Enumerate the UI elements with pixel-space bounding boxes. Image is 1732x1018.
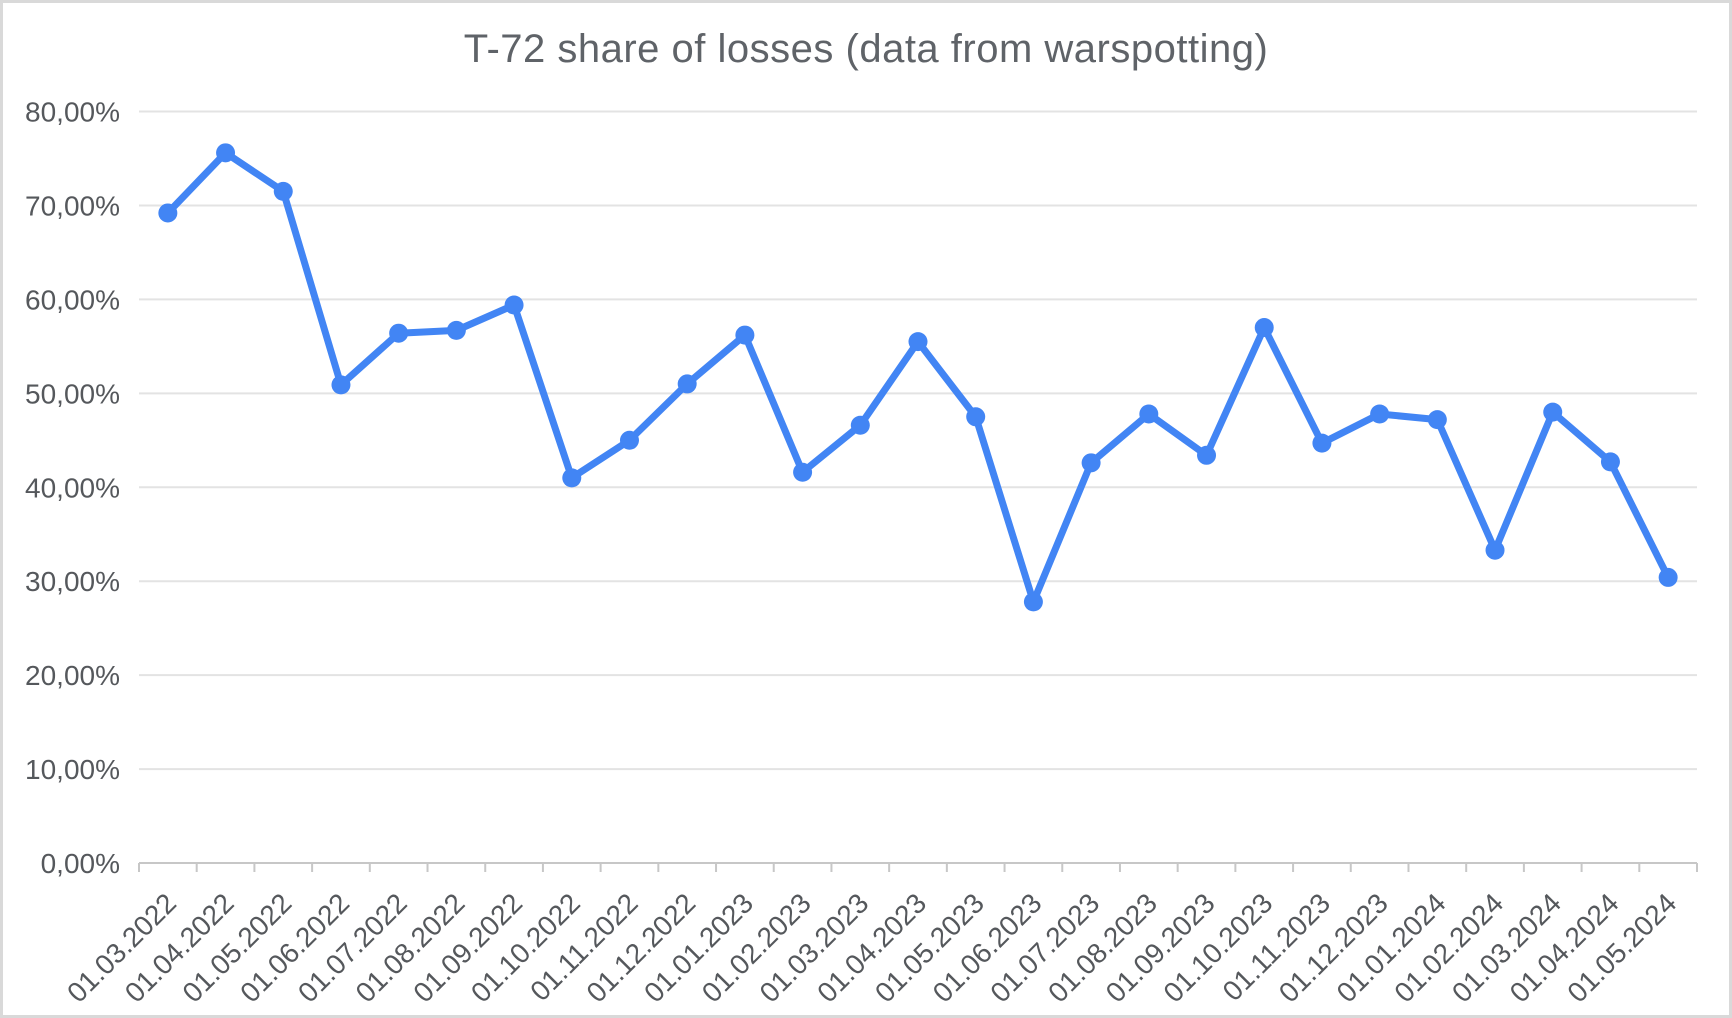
data-point[interactable] — [1254, 318, 1274, 338]
data-point[interactable] — [1081, 453, 1101, 473]
data-point[interactable] — [735, 325, 755, 345]
data-point[interactable] — [389, 323, 409, 343]
data-point[interactable] — [1543, 402, 1563, 422]
y-axis-label: 10,00% — [25, 754, 120, 785]
y-axis-label: 40,00% — [25, 472, 120, 503]
data-point[interactable] — [1427, 410, 1447, 430]
data-point[interactable] — [908, 332, 928, 352]
y-axis-label: 60,00% — [25, 284, 120, 315]
data-point[interactable] — [216, 143, 236, 163]
data-point[interactable] — [273, 181, 293, 201]
y-axis-label: 50,00% — [25, 378, 120, 409]
data-point[interactable] — [158, 203, 178, 223]
data-point[interactable] — [1485, 540, 1505, 560]
data-point[interactable] — [562, 468, 582, 488]
series-line — [164, 149, 1672, 606]
data-point[interactable] — [966, 407, 986, 427]
data-point[interactable] — [619, 430, 639, 450]
data-point[interactable] — [1197, 445, 1217, 465]
data-point[interactable] — [1023, 592, 1043, 612]
data-point[interactable] — [850, 415, 870, 435]
y-axis-label: 0,00% — [41, 848, 120, 879]
data-point[interactable] — [1658, 567, 1678, 587]
y-axis-label: 30,00% — [25, 566, 120, 597]
chart-title: T-72 share of losses (data from warspott… — [463, 27, 1269, 71]
data-point[interactable] — [1370, 404, 1390, 424]
data-point[interactable] — [1600, 452, 1620, 472]
data-point[interactable] — [1139, 404, 1159, 424]
data-point[interactable] — [793, 462, 813, 482]
data-point[interactable] — [446, 320, 466, 340]
y-axis-label: 80,00% — [25, 97, 120, 128]
data-point[interactable] — [331, 375, 351, 395]
t72-losses-line-chart: 0,00% 10,00% 20,00% 30,00% 40,00% 50,00% 60,00… — [25, 97, 1698, 1008]
y-axis-label: 20,00% — [25, 660, 120, 691]
y-axis-label: 70,00% — [25, 190, 120, 221]
data-point[interactable] — [677, 374, 697, 394]
data-point[interactable] — [504, 295, 524, 315]
data-point[interactable] — [1312, 433, 1332, 453]
